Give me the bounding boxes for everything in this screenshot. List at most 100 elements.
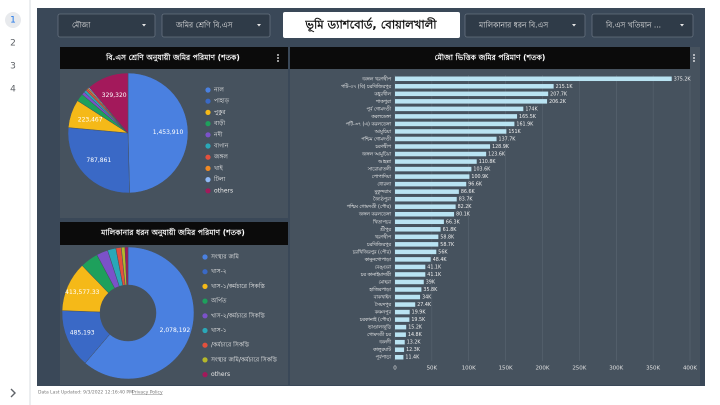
legend-label: খাই: [214, 165, 224, 172]
data-label: 110.8K: [479, 159, 497, 165]
legend-label: পাহাড়: [214, 98, 230, 105]
legend-swatch: [202, 313, 208, 319]
filter-dropdown[interactable]: [591, 13, 694, 38]
data-label: 58.8K: [440, 234, 455, 240]
bar: [395, 181, 467, 187]
y-tick-label: বেঙ্গুরা: [375, 264, 392, 270]
page-highlight: [5, 12, 21, 28]
filter-dropdown[interactable]: [161, 13, 271, 38]
filter-dropdown[interactable]: [57, 13, 156, 38]
bar: [395, 354, 404, 360]
bar-panel: [290, 47, 700, 385]
legend-swatch: [202, 342, 208, 348]
filter-dropdown[interactable]: [464, 13, 586, 38]
legend-label: নাল: [213, 87, 224, 94]
bar: [395, 347, 405, 352]
x-tick-label: 250K: [572, 366, 586, 372]
legend-label: বাড়ী: [213, 119, 225, 127]
bar: [395, 249, 437, 255]
data-label: 1,453,910: [153, 129, 184, 136]
bar: [395, 257, 431, 262]
y-tick-label: করলডেঙ্গা: [370, 114, 391, 120]
pie-header: [60, 47, 288, 69]
bar: [395, 84, 554, 89]
filter-label: মালিকানার ধরন বি.এস: [478, 21, 549, 30]
data-label: 96.6K: [468, 182, 483, 188]
data-label: 215.1K: [556, 84, 574, 90]
chart-title: মৌজা ভিত্তিক জমির পরিমাণ (শতক): [435, 52, 546, 62]
legend-swatch: [202, 372, 208, 378]
bar: [395, 264, 426, 270]
data-label: 14.8K: [408, 332, 423, 338]
legend-swatch: [205, 109, 211, 115]
bar: [395, 332, 406, 337]
y-tick-label: জঙ্গল করলডেঙ্গা: [358, 212, 392, 218]
data-label: 56K: [438, 249, 448, 255]
x-tick-label: 300K: [609, 366, 623, 372]
data-label: 83.7K: [459, 197, 474, 203]
legend-swatch: [202, 283, 208, 289]
y-tick-label: শ্রীপুর: [379, 226, 391, 233]
bar: [395, 302, 416, 307]
y-tick-label: সৈয়দপুর: [375, 302, 392, 308]
bar: [395, 317, 410, 322]
legend-swatch: [205, 143, 211, 149]
menu-icon[interactable]: [277, 54, 279, 62]
page-number[interactable]: 4: [10, 85, 16, 95]
bar: [395, 166, 472, 172]
x-tick-label: 0: [393, 366, 397, 372]
bar: [395, 189, 459, 194]
y-tick-label: মুকুন্দরাম: [373, 189, 391, 195]
title-box: [283, 12, 460, 38]
y-tick-label: আমুচিয়া: [374, 129, 392, 135]
y-tick-label: হাজিরপাড়া: [368, 287, 391, 293]
y-tick-label: পশ্চিম গোমদণ্ডী: [361, 135, 391, 142]
data-label: 137.7K: [499, 136, 517, 142]
legend-swatch: [205, 154, 211, 160]
donut-header: [60, 222, 288, 245]
y-tick-label: চরকানাই (পৌর): [359, 317, 391, 323]
data-label: 41.1K: [427, 264, 442, 270]
page-number[interactable]: 3: [10, 62, 16, 72]
data-label: 27.4K: [417, 302, 432, 308]
data-label: 2,078,192: [160, 327, 191, 334]
bar: [395, 114, 518, 119]
y-tick-label: পোপাদিয়া: [372, 174, 392, 180]
data-label: 206.2K: [549, 99, 567, 105]
bar: [395, 242, 439, 247]
y-tick-label: জ্যৈষ্ঠপুরা: [373, 196, 392, 203]
x-tick-label: 350K: [646, 366, 660, 372]
page-number[interactable]: 1: [10, 16, 16, 26]
bar: [395, 204, 456, 209]
data-label: 100.9K: [471, 174, 489, 180]
page-number[interactable]: 2: [10, 39, 16, 49]
y-tick-label: পশ্চিম গোমদণ্ডী (পৌর): [347, 203, 391, 210]
data-label: 15.2K: [408, 325, 423, 331]
legend-label: others: [211, 371, 230, 378]
expand-icon[interactable]: [10, 388, 16, 398]
bar: [395, 159, 477, 164]
privacy-link[interactable]: Privacy Policy: [132, 390, 163, 396]
legend-label: খাস-২/কর্মচারে সিকস্তি: [211, 312, 265, 319]
data-label: 151K: [508, 129, 521, 135]
bar: [395, 294, 421, 300]
legend-swatch: [202, 254, 208, 260]
bar: [395, 287, 422, 292]
menu-icon[interactable]: [693, 54, 695, 62]
data-label: 375.2K: [674, 76, 692, 82]
sidebar: [0, 0, 30, 405]
y-tick-label: কঞ্চনপুর: [374, 311, 392, 316]
y-tick-label: খরণদ্বীপ: [375, 233, 392, 240]
legend-swatch: [202, 327, 208, 334]
filter-label: জমির শ্রেণি বি.এস: [175, 21, 233, 30]
data-label: 787,861: [86, 157, 111, 164]
dropdown-arrow: [572, 24, 576, 27]
bar: [395, 91, 549, 97]
slice: [127, 72, 189, 194]
legend-swatch: [202, 298, 208, 304]
legend-label: সংস্থার জমি: [210, 254, 240, 261]
y-tick-label: জলদী: [378, 339, 391, 346]
bar: [395, 76, 672, 82]
y-tick-label: সারোয়াতলী: [367, 166, 392, 173]
